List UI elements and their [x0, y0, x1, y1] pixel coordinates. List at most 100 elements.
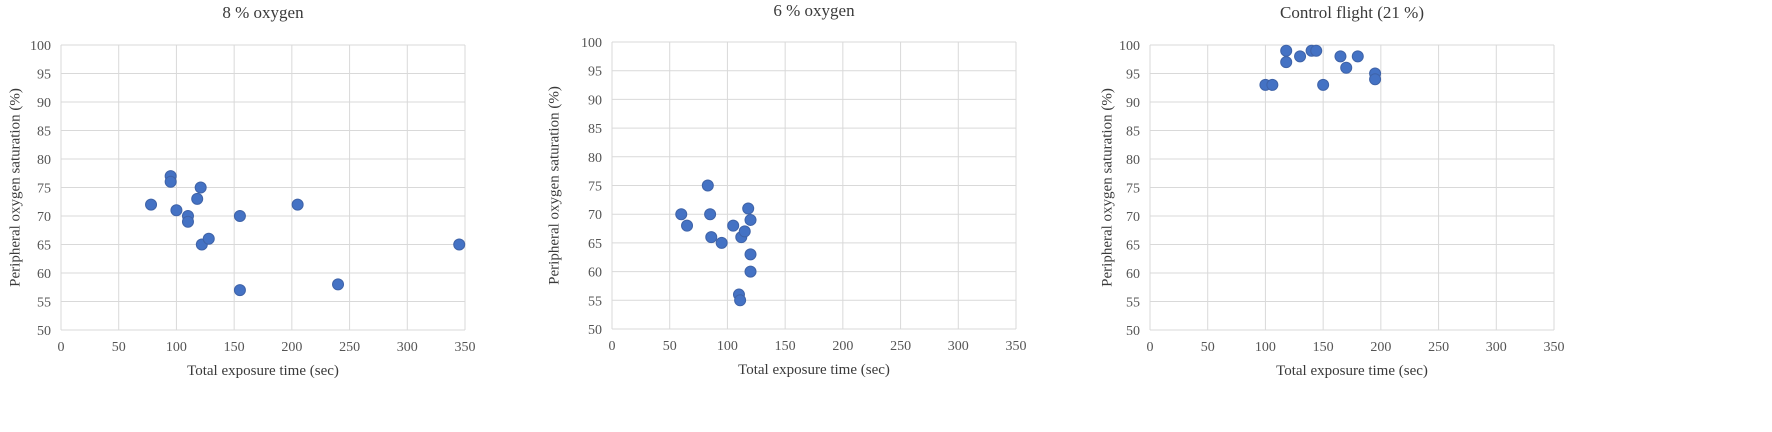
data-point	[1266, 78, 1279, 91]
y-tick-label: 95	[37, 68, 51, 83]
y-tick-label: 80	[588, 151, 602, 166]
y-tick-label: 90	[588, 93, 602, 108]
data-point	[1369, 73, 1382, 86]
y-tick-label: 95	[588, 65, 602, 80]
y-tick-label: 50	[1126, 324, 1140, 339]
x-tick-label: 300	[397, 340, 418, 355]
data-point	[1280, 56, 1293, 69]
data-point	[675, 208, 688, 221]
chart-panel-2: 50 55 60 65 70 75 80 85 90 95 100 0 50 100 150 200 250 30…	[546, 1, 1026, 378]
y-tick-label: 75	[1126, 182, 1140, 197]
y-tick-label: 70	[37, 210, 51, 225]
chart-title: 8 % oxygen	[222, 3, 304, 22]
x-tick-label: 150	[775, 339, 796, 354]
x-tick-label: 150	[1313, 340, 1334, 355]
data-point	[181, 215, 194, 228]
chart-panel-3: 50 55 60 65 70 75 80 85 90 95 100 0 50 100 150 200 250 30…	[1099, 3, 1564, 379]
data-point	[734, 294, 747, 307]
y-tick-label: 90	[1126, 96, 1140, 111]
data-point	[744, 213, 757, 226]
data-point	[738, 225, 751, 238]
y-tick-label: 90	[37, 96, 51, 111]
data-point	[332, 278, 345, 291]
y-tick-label: 75	[37, 182, 51, 197]
data-point	[704, 208, 717, 221]
data-point	[1334, 50, 1347, 63]
x-tick-label: 350	[455, 340, 476, 355]
data-point	[145, 198, 158, 211]
y-tick-label: 50	[588, 323, 602, 338]
y-tick-label: 70	[588, 208, 602, 223]
x-axis-label: Total exposure time (sec)	[187, 363, 339, 379]
chart-title: 6 % oxygen	[773, 1, 855, 20]
data-point	[705, 231, 718, 244]
data-point	[1310, 44, 1323, 57]
x-tick-label: 200	[832, 339, 853, 354]
x-tick-label: 0	[58, 340, 65, 355]
data-point	[191, 192, 204, 205]
x-tick-label: 50	[1201, 340, 1215, 355]
y-tick-label: 50	[37, 324, 51, 339]
x-tick-label: 200	[281, 340, 302, 355]
data-point	[453, 238, 466, 251]
data-point	[170, 204, 183, 217]
x-tick-label: 100	[166, 340, 187, 355]
data-point	[1317, 78, 1330, 91]
data-point	[233, 284, 246, 297]
x-tick-label: 250	[339, 340, 360, 355]
data-point	[194, 181, 207, 194]
x-axis-label: Total exposure time (sec)	[738, 362, 890, 378]
data-point	[164, 175, 177, 188]
y-axis-label: Peripheral oxygen saturation (%)	[7, 88, 23, 287]
chart-panel-1: 50 55 60 65 70 75 80 85 90 95 100 0 50 100 150 200 250 30…	[7, 3, 475, 379]
y-tick-label: 80	[37, 153, 51, 168]
data-point	[701, 179, 714, 192]
y-tick-label: 85	[588, 122, 602, 137]
x-tick-label: 50	[112, 340, 126, 355]
y-tick-label: 60	[37, 267, 51, 282]
x-tick-label: 0	[609, 339, 616, 354]
y-tick-label: 55	[37, 296, 51, 311]
x-tick-label: 50	[663, 339, 677, 354]
y-tick-label: 70	[1126, 210, 1140, 225]
data-point	[744, 265, 757, 278]
x-tick-label: 150	[224, 340, 245, 355]
x-tick-label: 250	[1428, 340, 1449, 355]
y-axis-label: Peripheral oxygen saturation (%)	[546, 86, 562, 285]
x-tick-label: 350	[1006, 339, 1027, 354]
data-point	[233, 210, 246, 222]
data-point	[1280, 44, 1293, 57]
x-tick-label: 350	[1544, 340, 1565, 355]
y-axis-label: Peripheral oxygen saturation (%)	[1099, 88, 1115, 287]
x-tick-label: 200	[1370, 340, 1391, 355]
x-tick-label: 250	[890, 339, 911, 354]
x-axis-label: Total exposure time (sec)	[1276, 363, 1428, 379]
y-tick-label: 100	[581, 36, 602, 51]
data-point	[727, 219, 740, 232]
y-tick-label: 85	[37, 125, 51, 140]
y-tick-label: 60	[1126, 267, 1140, 282]
data-point	[291, 198, 304, 211]
y-tick-label: 65	[588, 237, 602, 252]
data-point	[715, 236, 728, 249]
data-point	[202, 232, 215, 245]
data-point	[1351, 50, 1364, 63]
x-tick-label: 0	[1147, 340, 1154, 355]
data-point	[742, 202, 755, 215]
x-tick-label: 300	[948, 339, 969, 354]
y-tick-label: 55	[1126, 296, 1140, 311]
x-tick-label: 300	[1486, 340, 1507, 355]
y-tick-label: 75	[588, 180, 602, 195]
x-tick-label: 100	[1255, 340, 1276, 355]
data-point	[1340, 61, 1353, 74]
y-tick-label: 95	[1126, 68, 1140, 83]
data-point	[681, 219, 694, 232]
y-tick-label: 100	[30, 39, 51, 54]
y-tick-label: 60	[588, 266, 602, 281]
y-tick-label: 80	[1126, 153, 1140, 168]
y-tick-label: 85	[1126, 125, 1140, 140]
y-tick-label: 65	[1126, 239, 1140, 254]
x-tick-label: 100	[717, 339, 738, 354]
y-tick-label: 55	[588, 294, 602, 309]
